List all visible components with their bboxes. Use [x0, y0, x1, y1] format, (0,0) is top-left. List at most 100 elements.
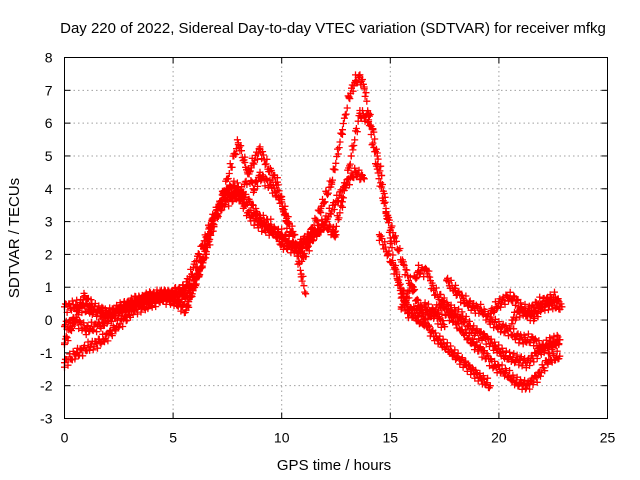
data-point [291, 231, 299, 239]
data-point [180, 287, 188, 294]
data-point [525, 306, 533, 314]
data-point [356, 73, 364, 81]
data-point [504, 293, 512, 301]
series-sat-9 [443, 274, 564, 357]
data-point [93, 306, 101, 314]
data-point [534, 300, 542, 308]
y-tick-label: 0 [45, 312, 53, 328]
x-tick-label: 20 [491, 430, 507, 446]
y-tick-label: -3 [40, 411, 53, 427]
data-point [547, 342, 555, 350]
data-point [423, 267, 431, 275]
y-axis-label: SDTVAR / TECUs [6, 178, 23, 298]
data-point [452, 287, 459, 294]
data-point [512, 378, 520, 386]
data-point [360, 175, 368, 183]
data-point [289, 244, 297, 252]
data-point [302, 290, 310, 298]
data-point [345, 93, 353, 101]
data-markers [330, 107, 494, 392]
x-axis-label: GPS time / hours [277, 457, 391, 474]
data-point [545, 355, 553, 363]
series-sat-5 [295, 71, 449, 331]
data-point [267, 221, 275, 229]
data-point [369, 126, 377, 134]
data-point [469, 326, 477, 334]
y-tick-label: 4 [45, 181, 53, 197]
series-sat-7 [375, 231, 564, 393]
y-tick-label: 7 [45, 82, 53, 98]
data-point [265, 165, 273, 173]
data-point [523, 359, 531, 367]
data-point [530, 336, 538, 344]
data-point [415, 316, 422, 324]
data-point [556, 336, 564, 344]
data-point [360, 83, 368, 91]
data-point [234, 139, 242, 147]
data-points [61, 71, 566, 393]
data-point [245, 211, 253, 219]
data-point [321, 221, 329, 229]
data-point [299, 254, 307, 262]
data-point [328, 178, 336, 186]
data-point [82, 326, 90, 334]
data-point [508, 316, 516, 324]
data-point [415, 267, 422, 275]
data-point [108, 313, 116, 321]
data-point [504, 326, 512, 334]
data-point [512, 355, 520, 363]
x-tick-label: 0 [61, 430, 69, 446]
y-tick-label: 1 [45, 279, 53, 295]
data-point [391, 234, 399, 242]
data-point [256, 172, 264, 180]
plot-frame [64, 57, 608, 419]
data-point [210, 211, 218, 219]
data-point [365, 116, 373, 124]
data-point [234, 188, 242, 196]
data-point [480, 333, 488, 340]
data-point [339, 126, 346, 134]
axis-ticks: 0 5 10 15 20 25 -3 -2 -1 0 1 2 3 4 5 6 7 8 [40, 50, 615, 446]
data-point [330, 231, 338, 239]
data-point [87, 342, 95, 350]
y-tick-label: -2 [40, 378, 53, 394]
data-point [356, 109, 364, 117]
y-tick-label: 5 [45, 148, 53, 164]
data-point [297, 270, 305, 278]
series-sat-6 [330, 107, 494, 392]
data-point [373, 165, 381, 173]
data-point [352, 168, 359, 176]
data-point [486, 382, 494, 390]
data-point [80, 293, 88, 301]
data-point [495, 323, 503, 331]
data-point [69, 319, 77, 327]
data-point [278, 241, 286, 249]
x-tick-label: 5 [169, 430, 177, 446]
series-sat-11 [508, 288, 566, 328]
data-point [478, 375, 485, 383]
data-point [447, 306, 455, 314]
x-tick-label: 10 [274, 430, 290, 446]
data-point [230, 152, 238, 160]
data-point [74, 349, 81, 357]
data-point [182, 306, 190, 314]
data-point [434, 336, 442, 344]
data-point [480, 349, 488, 357]
data-point [373, 152, 381, 160]
data-point [538, 346, 546, 354]
data-point [241, 159, 249, 166]
data-point [458, 326, 466, 334]
data-point [523, 382, 531, 390]
data-point [397, 303, 405, 311]
data-point [534, 372, 542, 380]
data-point [501, 352, 509, 360]
y-tick-label: 8 [45, 50, 53, 66]
data-point [256, 145, 264, 153]
data-point [100, 336, 108, 344]
data-point [428, 310, 436, 317]
data-point [347, 152, 355, 160]
data-point [521, 336, 529, 344]
data-point [558, 303, 566, 311]
data-point [295, 241, 303, 249]
